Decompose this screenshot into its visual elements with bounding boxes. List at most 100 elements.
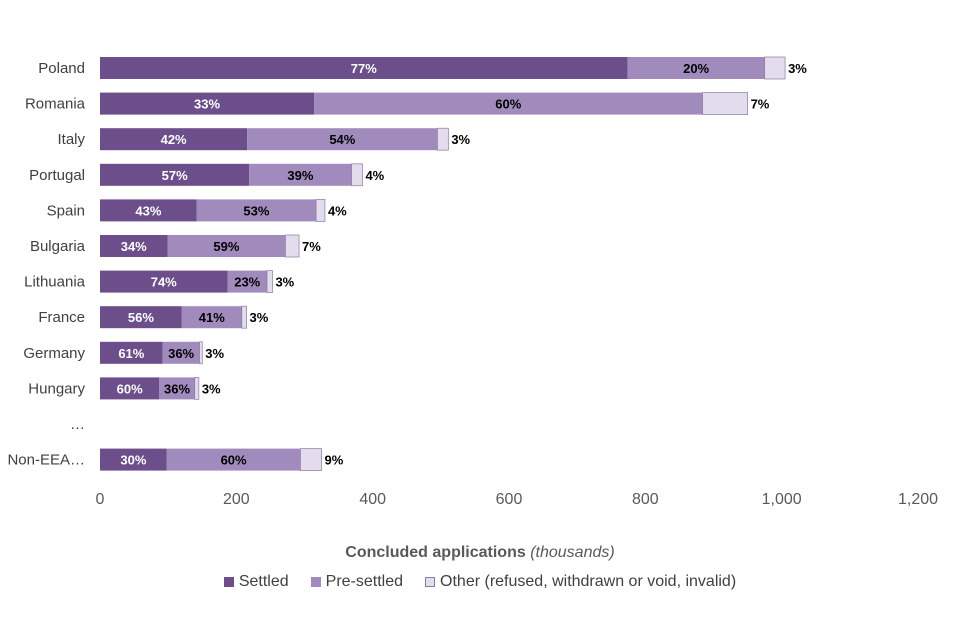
legend-item-other: Other (refused, withdrawn or void, inval… <box>425 573 736 591</box>
data-label-germany-other-refused: 3% <box>205 346 224 361</box>
data-label-bulgaria-pre-settled: 59% <box>213 239 239 254</box>
x-axis-title: Concluded applications (thousands) <box>0 544 960 562</box>
data-label-romania-other-refused: 7% <box>751 97 770 112</box>
x-tick-400: 400 <box>359 491 386 508</box>
data-label-portugal-pre-settled: 39% <box>287 168 313 183</box>
bar-bulgaria-settled <box>100 235 168 257</box>
data-label-romania-pre-settled: 60% <box>495 97 521 112</box>
data-label-non-eea-pre-settled: 60% <box>221 453 247 468</box>
bar-germany-pre-settled <box>162 341 200 364</box>
data-label-spain-pre-settled: 53% <box>243 203 269 218</box>
bar-hungary-settled <box>100 377 160 400</box>
data-label-non-eea-settled: 30% <box>120 453 146 468</box>
bar-germany-settled <box>100 341 163 364</box>
legend: Settled Pre-settled Other (refused, with… <box>0 573 960 591</box>
legend-label-settled: Settled <box>238 573 289 590</box>
data-label-poland-pre-settled: 20% <box>683 61 709 76</box>
data-label-lithuania-other-refused: 3% <box>275 275 294 290</box>
legend-swatch-other <box>425 577 436 587</box>
category-label-hungary: Hungary <box>28 380 85 397</box>
category-label-ellipsis: … <box>70 416 85 433</box>
x-tick-200: 200 <box>223 491 250 508</box>
legend-item-settled: Settled <box>223 573 289 591</box>
x-axis-title-unit: (thousands) <box>530 544 615 561</box>
legend-label-other: Other (refused, withdrawn or void, inval… <box>440 573 737 590</box>
data-label-bulgaria-other-refused: 7% <box>302 239 321 254</box>
legend-swatch-pre-settled <box>310 577 321 587</box>
bar-hungary-pre-settled <box>159 377 195 400</box>
data-label-italy-other-refused: 3% <box>451 132 470 147</box>
bars-layer: 77% 20% 3% 33% 60% 7% 42% 54% 3% 57% 39% 4% 43% 53% 4%… <box>100 56 807 471</box>
bar-italy-other-refused <box>437 127 449 151</box>
x-tick-0: 0 <box>96 491 105 508</box>
data-label-spain-other-refused: 4% <box>328 203 347 218</box>
x-tick-600: 600 <box>496 491 523 508</box>
bar-lithuania-other-refused <box>266 270 273 293</box>
bar-portugal-other-refused <box>351 163 363 187</box>
data-label-lithuania-settled: 74% <box>151 275 177 290</box>
bar-portugal-pre-settled <box>249 163 352 186</box>
data-label-romania-settled: 33% <box>194 97 220 112</box>
legend-label-pre-settled: Pre-settled <box>325 573 404 590</box>
data-label-poland-settled: 77% <box>351 61 377 76</box>
category-label-france: France <box>38 309 85 326</box>
bar-lithuania-settled <box>100 270 228 293</box>
bar-italy-settled <box>100 128 248 151</box>
bar-spain-other-refused <box>315 199 326 222</box>
bar-romania-other-refused <box>702 92 748 115</box>
bar-portugal-settled <box>100 163 250 186</box>
bar-france-settled <box>100 306 182 329</box>
bar-spain-settled <box>100 199 197 222</box>
legend-item-pre-settled: Pre-settled <box>310 573 404 591</box>
category-label-portugal: Portugal <box>29 167 85 184</box>
bar-romania-settled <box>100 92 315 115</box>
data-label-germany-settled: 61% <box>118 346 144 361</box>
bar-lithuania-pre-settled <box>227 270 268 293</box>
data-label-bulgaria-settled: 34% <box>121 239 147 254</box>
x-tick-labels: 0 200 400 600 800 1,000 1,200 <box>96 491 939 508</box>
category-label-non-eea: Non-EEA… <box>7 452 85 469</box>
bar-hungary-other-refused <box>194 377 200 400</box>
category-label-germany: Germany <box>23 345 85 362</box>
data-label-italy-settled: 42% <box>161 132 187 147</box>
bar-poland-pre-settled <box>627 57 765 79</box>
bar-poland-other-refused <box>764 56 786 80</box>
category-label-poland: Poland <box>38 60 85 77</box>
bar-romania-pre-settled <box>314 92 703 115</box>
legend-swatch-settled <box>223 577 234 587</box>
bar-italy-pre-settled <box>247 128 438 151</box>
category-label-romania: Romania <box>25 96 86 113</box>
category-label-italy: Italy <box>57 131 85 148</box>
bar-bulgaria-pre-settled <box>167 235 286 257</box>
x-axis-title-text: Concluded applications <box>345 544 526 561</box>
bar-france-pre-settled <box>181 306 242 329</box>
data-label-non-eea-other-refused: 9% <box>325 453 344 468</box>
data-label-portugal-settled: 57% <box>162 168 188 183</box>
category-label-spain: Spain <box>47 202 85 219</box>
data-label-spain-settled: 43% <box>135 203 161 218</box>
bar-spain-pre-settled <box>196 199 317 222</box>
bar-non-eea-settled <box>100 448 167 471</box>
category-labels: Poland Romania Italy Portugal Spain Bulgaria L… <box>7 60 85 469</box>
data-label-france-settled: 56% <box>128 310 154 325</box>
data-label-hungary-settled: 60% <box>117 381 143 396</box>
stacked-bar-chart: 77% 20% 3% 33% 60% 7% 42% 54% 3% 57% 39% 4% 43% 53% 4%… <box>7 56 939 508</box>
bar-non-eea-other-refused <box>300 448 322 471</box>
bar-bulgaria-other-refused <box>285 234 300 258</box>
data-label-portugal-other-refused: 4% <box>365 168 384 183</box>
data-label-lithuania-pre-settled: 23% <box>234 275 260 290</box>
bar-poland-settled <box>100 57 628 79</box>
x-tick-1000: 1,000 <box>762 491 802 508</box>
data-label-france-other-refused: 3% <box>250 310 269 325</box>
x-tick-800: 800 <box>632 491 659 508</box>
bar-france-other-refused <box>241 305 247 329</box>
bar-germany-other-refused <box>199 341 203 365</box>
data-label-hungary-other-refused: 3% <box>202 381 221 396</box>
category-label-lithuania: Lithuania <box>24 274 86 291</box>
data-label-poland-other-refused: 3% <box>788 61 807 76</box>
data-label-france-pre-settled: 41% <box>199 310 225 325</box>
x-tick-1200: 1,200 <box>898 491 938 508</box>
data-label-germany-pre-settled: 36% <box>168 346 194 361</box>
category-label-bulgaria: Bulgaria <box>30 238 86 255</box>
